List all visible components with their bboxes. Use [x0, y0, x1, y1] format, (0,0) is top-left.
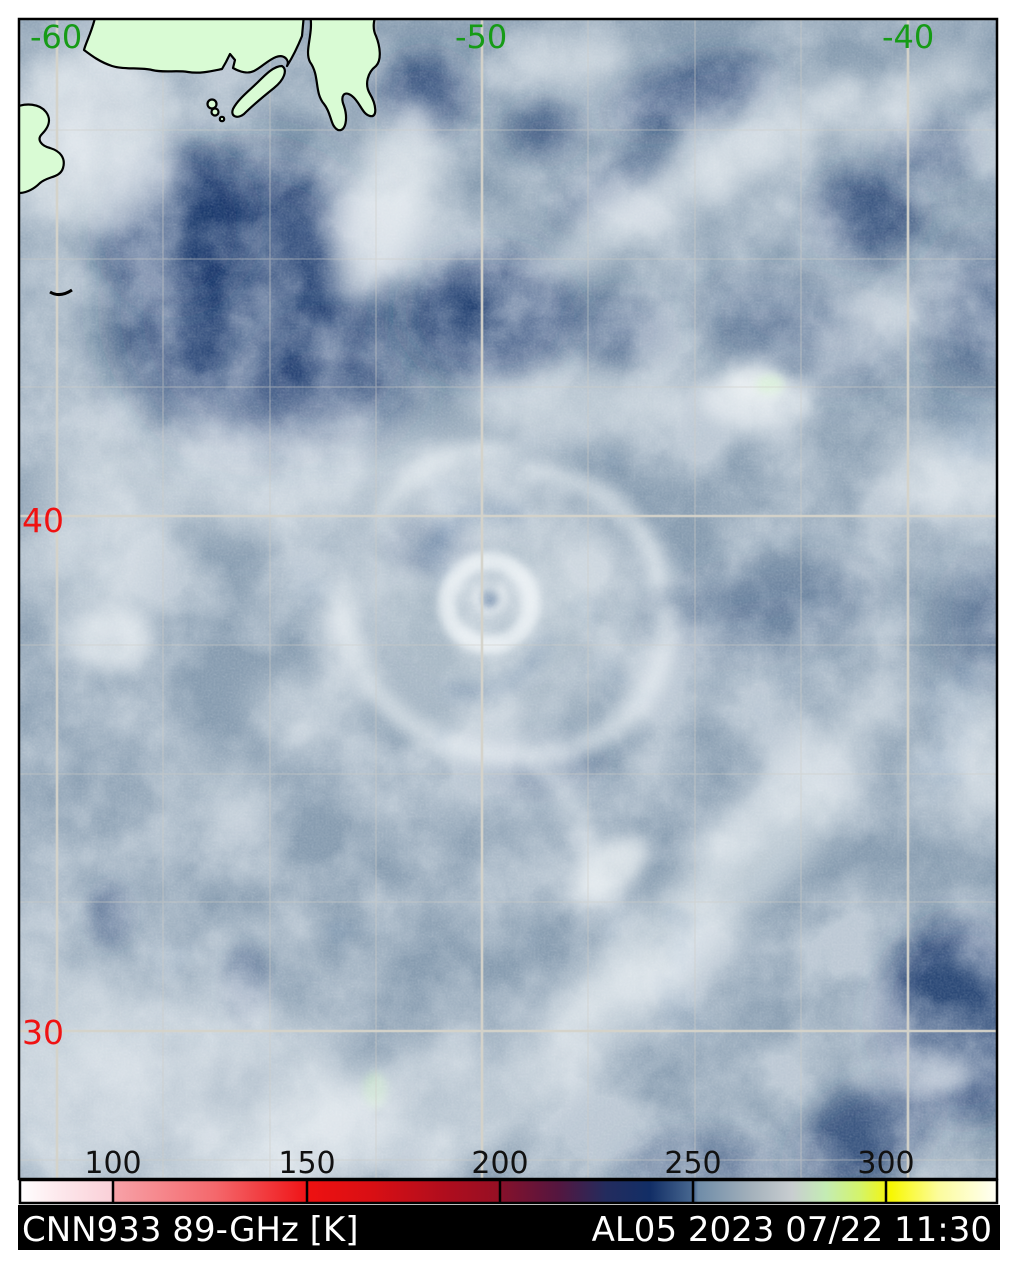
colorbar-gradient [18, 1178, 999, 1205]
sable-island-arc [49, 288, 73, 297]
lon-label-minus50: -50 [455, 18, 507, 56]
lon-label-minus40: -40 [882, 18, 934, 56]
colorbar-tick-labels: 100 150 200 250 300 [84, 1146, 914, 1181]
land-island-southwest-newfoundland [306, 20, 381, 132]
land-mainland-north [82, 20, 305, 74]
satellite-image: -60 -50 -40 40 30 100 150 200 250 300 [20, 18, 996, 1181]
colorbar-tick-200: 200 [471, 1146, 528, 1181]
land-elongated-island [231, 64, 286, 118]
caption-product-label: CNN933 89-GHz [K] [22, 1210, 358, 1250]
graticule-major [20, 20, 996, 1178]
colorbar-tick-250: 250 [664, 1146, 721, 1181]
sensor-grain [20, 20, 996, 1178]
caption-bar: CNN933 89-GHz [K] AL05 2023 07/22 11:30 [18, 1205, 1000, 1250]
colorbar-tick-dividers [111, 1179, 888, 1204]
islets-st-pierre [206, 98, 226, 123]
caption-background [18, 1205, 1000, 1250]
latitude-labels: 40 30 [22, 501, 64, 1052]
colorbar [18, 1178, 999, 1205]
longitude-labels: -60 -50 -40 [30, 18, 934, 56]
colorbar-tick-300: 300 [857, 1146, 914, 1181]
graticule-minor [20, 20, 996, 1178]
land-cape-breton [20, 103, 65, 195]
colorbar-tick-150: 150 [278, 1146, 335, 1181]
lon-label-minus60: -60 [30, 18, 82, 56]
lat-label-30: 30 [22, 1013, 64, 1052]
landmasses [20, 20, 381, 297]
lat-label-40: 40 [22, 501, 64, 540]
caption-storm-datetime: AL05 2023 07/22 11:30 [592, 1210, 992, 1250]
colorbar-tick-100: 100 [84, 1146, 141, 1181]
